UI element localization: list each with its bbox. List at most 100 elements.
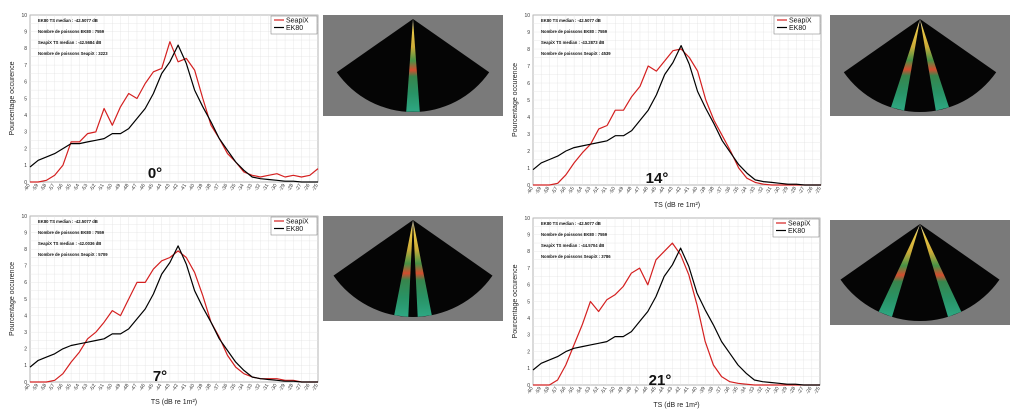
x-tick-label: -43 (163, 183, 172, 192)
x-tick-label: -49 (113, 383, 122, 392)
x-tick-label: -53 (583, 386, 592, 395)
y-tick-label: 1 (24, 163, 27, 169)
x-tick-label: -56 (56, 383, 65, 392)
y-tick-label: 0 (24, 180, 27, 186)
y-tick-label: 8 (24, 247, 27, 253)
x-tick-label: -38 (707, 186, 716, 195)
x-tick-label: -54 (72, 183, 81, 192)
x-tick-label: -52 (592, 186, 601, 195)
y-tick-label: 9 (24, 230, 27, 236)
x-tick-label: -41 (179, 383, 188, 392)
x-tick-label: -33 (748, 186, 757, 195)
beam-angle-label: 14° (646, 170, 669, 187)
x-tick-label: -31 (765, 186, 774, 195)
series-line-ek80 (532, 247, 820, 386)
x-tick-label: -41 (682, 186, 691, 195)
x-tick-label: -28 (789, 186, 798, 195)
y-axis-label: Pourcentage occurence (9, 61, 16, 135)
x-tick-label: -30 (772, 386, 781, 395)
series-line-seapix (533, 48, 821, 186)
y-tick-label: 8 (24, 46, 27, 52)
annotation-text: EK80 TS median : -42.5077 dB (38, 18, 98, 23)
sonar-image-3 (830, 220, 1010, 325)
x-tick-label: -35 (229, 183, 238, 192)
x-tick-label: -34 (237, 183, 246, 192)
x-tick-label: -50 (105, 183, 114, 192)
y-tick-label: 10 (21, 13, 27, 19)
annotation-text: SeapiX TS median : -44.5704 dB (541, 243, 604, 248)
x-tick-label: -35 (229, 383, 238, 392)
x-tick-label: -45 (146, 383, 155, 392)
series-line-ek80 (532, 44, 821, 186)
x-tick-label: -45 (649, 186, 658, 195)
sonar-beam (406, 19, 420, 112)
x-tick-label: -27 (797, 386, 806, 395)
y-tick-label: 2 (24, 146, 27, 152)
x-tick-label: -39 (699, 186, 708, 195)
y-tick-label: 6 (527, 283, 530, 289)
x-tick-label: -44 (657, 386, 666, 395)
y-tick-label: 9 (24, 30, 27, 36)
x-tick-label: -37 (212, 183, 221, 192)
x-tick-label: -47 (130, 383, 139, 392)
annotation-text: Nombre de poissons EK80 : 7559 (541, 232, 608, 237)
y-tick-label: 2 (527, 349, 530, 355)
sonar-beam (394, 220, 413, 317)
sonar-beam (878, 224, 920, 317)
y-tick-label: 0 (24, 380, 27, 386)
x-tick-label: -46 (641, 386, 650, 395)
x-tick-label: -48 (624, 386, 633, 395)
sonar-image-1 (830, 15, 1010, 116)
y-tick-label: 1 (527, 166, 530, 172)
sonar-beam (920, 19, 949, 111)
y-tick-label: 7 (527, 266, 530, 272)
annotation-text: SeapiX TS median : -42.0036 dB (38, 241, 101, 246)
x-tick-label: -51 (600, 186, 609, 195)
legend-entry: EK80 (286, 25, 303, 32)
x-tick-label: -60 (23, 383, 32, 392)
y-tick-label: 3 (24, 130, 27, 136)
annotation-text: SeapiX TS median : -43.2873 dB (541, 40, 604, 45)
x-tick-label: -33 (245, 383, 254, 392)
grid (29, 215, 319, 383)
x-tick-label: -44 (155, 383, 164, 392)
x-tick-label: -32 (253, 383, 262, 392)
sonar-beam (891, 19, 920, 111)
x-tick-label: -40 (187, 383, 196, 392)
sonar-beam (920, 224, 962, 317)
x-tick-label: -33 (747, 386, 756, 395)
y-tick-label: 9 (527, 233, 530, 239)
y-tick-label: 3 (527, 333, 530, 339)
y-tick-label: 4 (527, 316, 530, 322)
x-tick-label: -46 (138, 383, 147, 392)
x-tick-label: -53 (81, 183, 90, 192)
x-axis-label: TS (dB re 1m²) (654, 202, 700, 209)
x-tick-label: -45 (146, 183, 155, 192)
x-tick-label: -39 (698, 386, 707, 395)
annotation-text: Nombre de poissons EK80 : 7559 (541, 29, 608, 34)
legend-entry: SeapiX (788, 221, 811, 228)
x-tick-label: -31 (262, 383, 271, 392)
y-tick-label: 3 (24, 330, 27, 336)
x-tick-label: -32 (756, 186, 765, 195)
sonar-fan (840, 224, 1000, 322)
y-tick-label: 7 (24, 264, 27, 270)
x-tick-label: -59 (534, 386, 543, 395)
y-tick-label: 2 (24, 347, 27, 353)
annotation-text: Nombre de poissons SeapiX : 3223 (38, 51, 108, 56)
x-tick-label: -54 (72, 383, 81, 392)
x-tick-label: -50 (105, 383, 114, 392)
x-tick-label: -40 (187, 183, 196, 192)
annotation-text: Nombre de poissons SeapiX : 4539 (541, 51, 611, 56)
x-tick-label: -36 (220, 183, 229, 192)
legend-entry: EK80 (788, 228, 805, 235)
x-tick-label: -25 (311, 383, 320, 392)
x-tick-label: -55 (64, 183, 73, 192)
x-tick-label: -37 (715, 186, 724, 195)
x-tick-label: -27 (797, 186, 806, 195)
x-tick-label: -42 (171, 383, 180, 392)
